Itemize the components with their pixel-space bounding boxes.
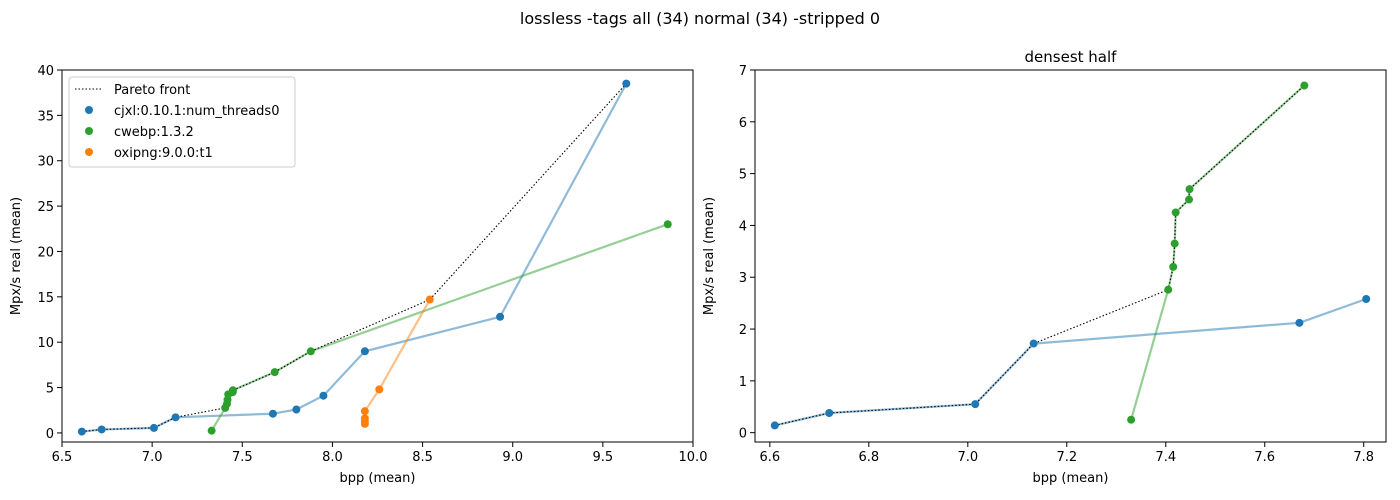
legend-swatch-marker — [85, 148, 93, 156]
y-axis-label: Mpx/s real (mean) — [702, 197, 717, 315]
data-point — [77, 427, 86, 436]
plot-frame — [754, 69, 1387, 443]
x-tick-label: 6.6 — [760, 450, 781, 465]
x-tick-label: 8.5 — [412, 450, 433, 465]
legend-frame — [68, 76, 296, 168]
data-point — [663, 220, 672, 229]
data-point — [171, 413, 180, 422]
data-point — [270, 368, 279, 377]
y-tick-label: 2 — [739, 323, 747, 338]
data-point — [1164, 285, 1173, 294]
y-tick-label: 35 — [37, 109, 54, 124]
x-tick-label: 9.5 — [593, 450, 614, 465]
legend-label: oxipng:9.0.0:t1 — [114, 146, 213, 161]
data-point — [1362, 295, 1371, 304]
chart-legend: Pareto front cjxl:0.10.1:num_threads0cweb… — [68, 76, 296, 168]
data-point — [1185, 195, 1194, 204]
chart-panel-overall: bpp (mean) Mpx/s real (mean) 6.5 7.0 7.5 8.… — [9, 64, 707, 486]
data-point — [770, 421, 779, 430]
data-point — [425, 295, 434, 304]
y-axis-label: Mpx/s real (mean) — [9, 197, 24, 315]
data-point — [1295, 318, 1304, 327]
x-tick-label: 7.6 — [1254, 450, 1275, 465]
data-point — [360, 407, 369, 416]
y-tick-label: 5 — [739, 168, 747, 183]
y-tick-label: 7 — [739, 64, 747, 79]
y-tick-label: 25 — [37, 200, 54, 215]
x-tick-label: 7.0 — [142, 450, 163, 465]
y-tick-label: 15 — [37, 291, 54, 306]
legend-label: cjxl:0.10.1:num_threads0 — [114, 104, 279, 119]
y-tick-label: 0 — [46, 427, 54, 442]
y-tick-label: 4 — [739, 219, 747, 234]
legend-swatch-marker — [85, 106, 93, 114]
y-tick-label: 40 — [37, 64, 54, 79]
x-tick-label: 7.8 — [1353, 450, 1374, 465]
series-line — [774, 297, 1367, 427]
data-point — [622, 79, 631, 88]
x-tick-label: 7.4 — [1155, 450, 1176, 465]
x-tick-label: 8.0 — [322, 450, 343, 465]
x-tick-label: 6.8 — [858, 450, 879, 465]
x-tick-label: 7.5 — [232, 450, 253, 465]
data-point — [97, 425, 106, 434]
pareto-front-line — [774, 85, 1305, 426]
data-point — [360, 347, 369, 356]
chart-title: densest half — [1025, 48, 1118, 66]
data-point — [1169, 262, 1178, 271]
x-axis-label: bpp (mean) — [340, 471, 416, 486]
data-point — [149, 423, 158, 432]
x-axis-label: bpp (mean) — [1033, 471, 1109, 486]
y-tick-label: 10 — [37, 336, 54, 351]
y-tick-label: 3 — [739, 271, 747, 286]
data-point — [1029, 339, 1038, 348]
x-tick-label: 7.2 — [1056, 450, 1077, 465]
chart-panel-densest-half: densest half bpp (mean) Mpx/s real (mean… — [702, 48, 1387, 486]
legend-swatch-marker — [85, 127, 93, 135]
data-point — [1185, 185, 1194, 194]
x-tick-label: 10.0 — [679, 450, 708, 465]
y-tick-label: 5 — [46, 382, 54, 397]
legend-label: cwebp:1.3.2 — [114, 125, 194, 140]
y-tick-label: 1 — [739, 375, 747, 390]
series-line — [363, 299, 431, 424]
legend-label: Pareto front — [114, 83, 190, 98]
data-point — [319, 391, 328, 400]
data-point — [971, 400, 980, 409]
data-point — [268, 409, 277, 418]
figure-suptitle: lossless -tags all (34) normal (34) -str… — [520, 9, 880, 28]
x-tick-label: 6.5 — [52, 450, 73, 465]
x-tick-label: 9.0 — [502, 450, 523, 465]
y-tick-label: 20 — [37, 245, 54, 260]
data-point — [1300, 81, 1309, 90]
y-tick-label: 30 — [37, 155, 54, 170]
data-point — [496, 312, 505, 321]
data-point — [1127, 415, 1136, 424]
data-point — [207, 426, 216, 435]
y-tick-label: 6 — [739, 116, 747, 131]
series-line — [210, 223, 669, 432]
data-point — [292, 405, 301, 414]
plot-frame — [61, 69, 694, 443]
data-point — [306, 347, 315, 356]
series-line — [1130, 84, 1306, 421]
data-point — [360, 414, 369, 423]
x-tick-label: 7.0 — [957, 450, 978, 465]
data-point — [375, 385, 384, 394]
data-point — [1171, 208, 1180, 217]
data-point — [1170, 239, 1179, 248]
y-tick-label: 0 — [739, 427, 747, 442]
data-point — [228, 386, 237, 395]
data-point — [825, 408, 834, 417]
